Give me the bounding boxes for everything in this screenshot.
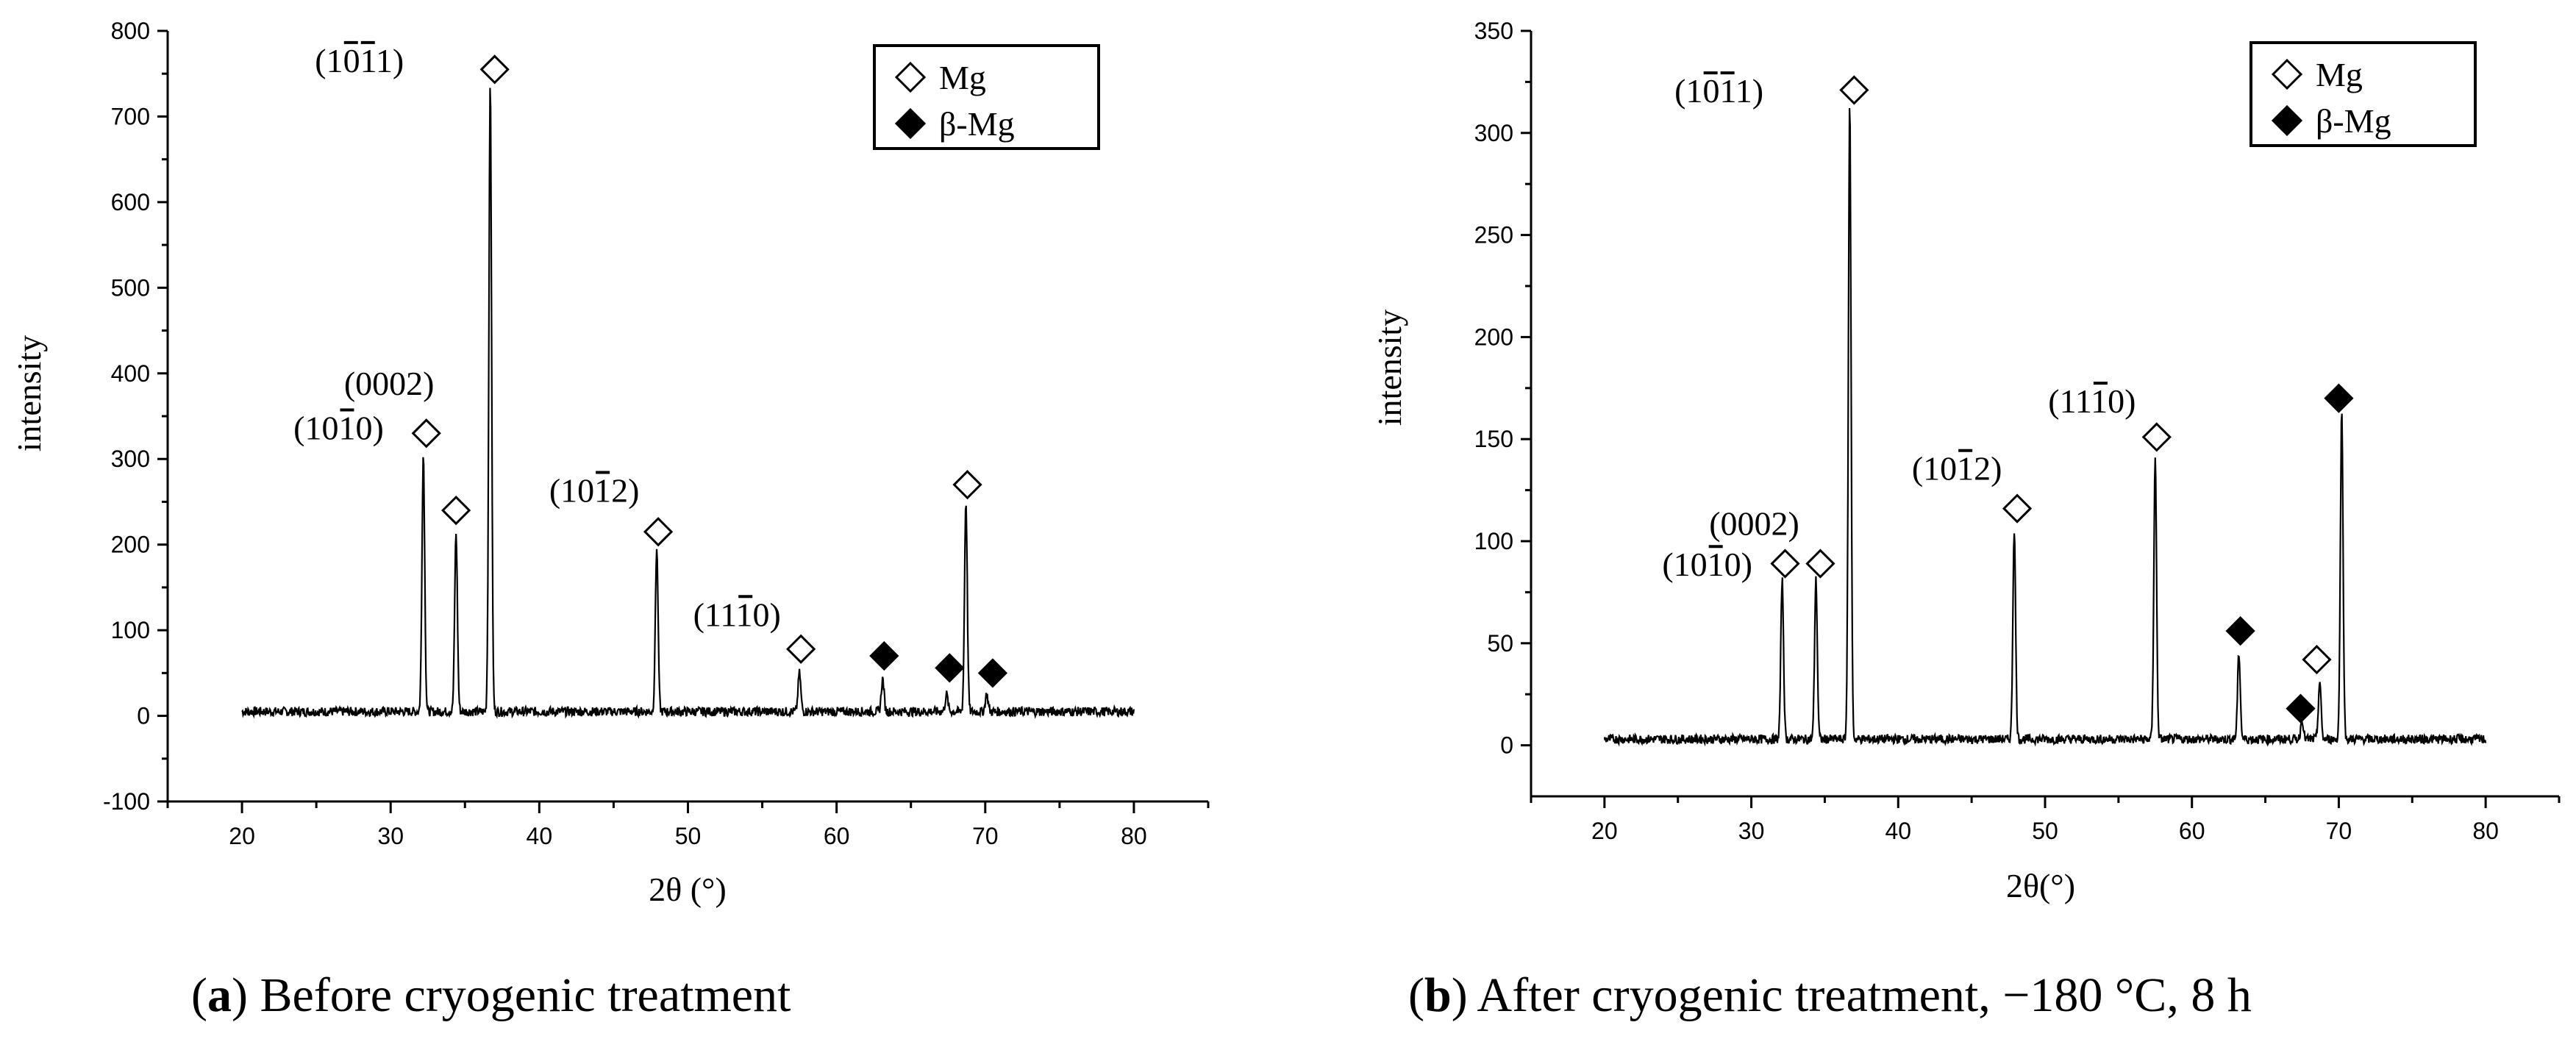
panel-a-miller-index-label: (0002) xyxy=(344,365,435,402)
panel-a-x-tick-label: 40 xyxy=(527,823,553,849)
panel-a-x-tick-label: 80 xyxy=(1121,823,1147,849)
panel-b-y-tick-label: 350 xyxy=(1474,18,1513,44)
panel-b-beta-mg-marker xyxy=(2225,616,2255,646)
panel-a-legend-beta-label: β-Mg xyxy=(939,105,1015,143)
panel-a-x-tick-label: 60 xyxy=(824,823,850,849)
panel-b-diffraction-trace xyxy=(1603,107,2487,747)
panel-a-y-tick-label: 600 xyxy=(111,189,150,215)
panel-b-x-tick-label: 40 xyxy=(1885,818,1911,844)
panel-a-x-axis-title: 2θ (°) xyxy=(649,871,727,908)
panel-a-beta-mg-marker xyxy=(869,640,899,671)
panel-b-x-tick-label: 70 xyxy=(2326,818,2352,844)
panel-a-y-tick-label: 200 xyxy=(111,532,150,558)
panel-b-caption-letter: b xyxy=(1424,968,1452,1022)
panel-a-miller-index-label: (1011) xyxy=(315,42,404,79)
panel-b-y-axis-title: intensity xyxy=(1371,310,1408,426)
panel-b-x-axis-title: 2θ(°) xyxy=(2006,867,2075,904)
panel-b-caption-open: ( xyxy=(1408,968,1424,1022)
panel-b-caption: (b) After cryogenic treatment, −180 °C, … xyxy=(1408,968,2252,1022)
panel-b-miller-index-label: (1010) xyxy=(1662,546,1752,583)
panel-b-legend-beta-label: β-Mg xyxy=(2316,102,2391,140)
panel-a-miller-index-label: (1012) xyxy=(549,471,640,509)
panel-b-beta-mg-marker xyxy=(2324,383,2354,413)
panel-a-mg-marker xyxy=(441,495,471,526)
panel-b-miller-index-label: (1110) xyxy=(2048,382,2136,420)
panel-b-y-tick-label: 100 xyxy=(1474,528,1513,554)
panel-a-mg-marker xyxy=(479,54,510,85)
panel-b-mg-marker xyxy=(2302,644,2332,675)
panel-b-y-tick-label: 250 xyxy=(1474,222,1513,249)
panel-a-caption: (a) Before cryogenic treatment xyxy=(191,968,791,1022)
panel-a-y-tick-label: 100 xyxy=(111,617,150,643)
panel-a-x-tick-label: 30 xyxy=(377,823,404,849)
panel-b-y-tick-label: 50 xyxy=(1487,630,1513,657)
panel-a-caption-letter: a xyxy=(207,968,232,1022)
panel-b-legend: Mg β-Mg xyxy=(2249,41,2477,147)
panel-a-y-axis-title: intensity xyxy=(10,335,48,451)
panel-a-legend: Mg β-Mg xyxy=(873,44,1100,150)
panel-b-y-tick-label: 300 xyxy=(1474,120,1513,146)
panel-a-x-tick-label: 50 xyxy=(675,823,702,849)
panel-a-caption-open: ( xyxy=(191,968,207,1022)
panel-a-y-tick-label: 400 xyxy=(111,360,150,387)
panel-a-legend-mg-label: Mg xyxy=(939,59,986,96)
panel-a-miller-index-label: (1010) xyxy=(293,409,384,446)
panel-a-x-tick-label: 20 xyxy=(229,823,255,849)
panel-b-y-tick-label: 200 xyxy=(1474,324,1513,350)
panel-b-legend-beta-marker xyxy=(2271,104,2303,137)
panel-a-mg-marker xyxy=(786,634,816,664)
panel-a-mg-marker xyxy=(643,517,674,547)
panel-a-miller-index-label: (1110) xyxy=(693,596,781,633)
panel-b-mg-marker xyxy=(1839,75,1869,105)
panel-a-beta-mg-marker xyxy=(977,658,1008,688)
panel-b-miller-index-label: (0002) xyxy=(1709,505,1799,543)
panel-b-miller-index-label: (1012) xyxy=(1912,450,2002,488)
panel-b-y-tick-label: 150 xyxy=(1474,426,1513,452)
panel-b-mg-marker xyxy=(1805,549,1835,579)
panel-b-x-tick-label: 30 xyxy=(1738,818,1765,844)
panel-a-mg-marker xyxy=(411,418,441,449)
panel-a-y-tick-label: -100 xyxy=(103,788,150,815)
panel-b-mg-marker xyxy=(2002,493,2033,524)
panel-a-legend-mg-marker xyxy=(894,61,927,93)
panel-a-legend-beta-marker xyxy=(894,107,927,140)
panel-a-y-tick-label: 500 xyxy=(111,274,150,301)
panel-a-caption-text: ) Before cryogenic treatment xyxy=(232,968,791,1022)
panel-a-y-tick-label: 800 xyxy=(111,18,150,44)
panel-b-mg-marker xyxy=(1770,549,1800,579)
panel-a-y-tick-label: 0 xyxy=(137,703,150,729)
panel-a-chart: -100 0 100 200 300 400 500 600 700 800 20 30 40 50 60… xyxy=(10,18,1210,1022)
panel-a-x-tick-label: 70 xyxy=(972,823,999,849)
panel-b-mg-marker xyxy=(2141,422,2172,452)
panel-a-diffraction-trace xyxy=(241,88,1135,719)
panel-a-y-tick-label: 300 xyxy=(111,446,150,472)
panel-a-y-tick-label: 700 xyxy=(111,103,150,129)
panel-b-caption-text: ) After cryogenic treatment, −180 °C, 8 … xyxy=(1452,968,2252,1022)
panel-b-legend-mg-marker xyxy=(2271,58,2303,90)
panel-b-x-tick-label: 20 xyxy=(1591,818,1618,844)
panel-b-chart: 0 50 100 150 200 250 300 350 20 30 40 50 60 70 80 (10… xyxy=(1371,18,2561,1022)
panel-b-beta-mg-marker xyxy=(2286,693,2316,724)
panel-b-legend-mg-label: Mg xyxy=(2316,56,2363,93)
panel-b-x-tick-label: 80 xyxy=(2472,818,2499,844)
panel-b-y-tick-label: 0 xyxy=(1500,732,1513,759)
panel-a-beta-mg-marker xyxy=(935,653,965,683)
panel-b-miller-index-label: (1011) xyxy=(1674,72,1763,110)
panel-b-x-tick-label: 60 xyxy=(2179,818,2205,844)
panel-a-mg-marker xyxy=(952,470,982,500)
panel-b-x-tick-label: 50 xyxy=(2032,818,2058,844)
